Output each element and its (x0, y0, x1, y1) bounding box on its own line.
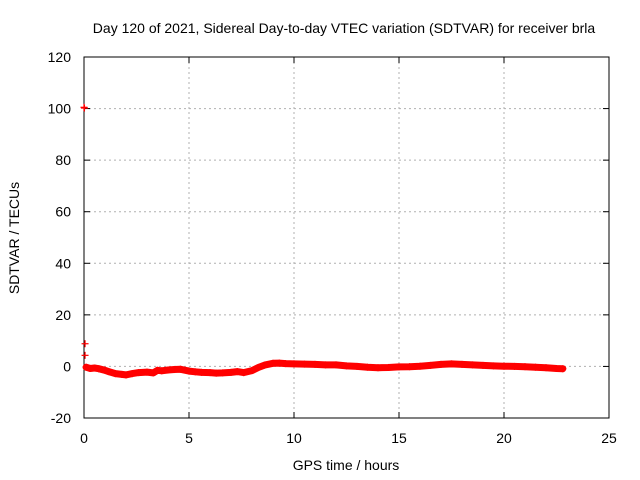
data-point (458, 360, 466, 368)
data-point (559, 365, 567, 373)
series-sdtvar (80, 103, 567, 379)
data-point (542, 364, 550, 372)
data-point (185, 367, 193, 375)
data-point (521, 363, 529, 371)
data-point (254, 363, 262, 371)
data-point (112, 370, 119, 378)
x-tick-label: 5 (185, 430, 193, 446)
data-point (343, 362, 350, 370)
data-point (164, 366, 172, 374)
data-point (282, 360, 290, 368)
data-point (385, 363, 392, 371)
data-point (532, 363, 539, 371)
data-point (364, 363, 371, 371)
y-tick-labels: -20 0 20 40 60 80 100 120 (48, 49, 72, 426)
data-point (105, 368, 113, 376)
grid-lines (84, 57, 609, 418)
y-tick-label: 20 (55, 307, 71, 323)
data-point (479, 361, 487, 369)
data-point (311, 360, 319, 368)
data-point (322, 361, 329, 369)
data-point (170, 366, 178, 374)
data-point (81, 351, 89, 359)
x-tick-label: 10 (286, 430, 302, 446)
data-point (101, 366, 109, 374)
data-point (149, 369, 157, 377)
x-tick-labels: 0 5 10 15 20 25 (80, 430, 617, 446)
y-tick-label: 0 (63, 358, 71, 374)
data-point (275, 359, 283, 367)
data-point (301, 360, 308, 368)
data-point (374, 364, 382, 372)
data-point (416, 362, 424, 370)
data-point (427, 361, 434, 369)
data-point (128, 370, 136, 378)
x-tick-label: 0 (80, 430, 88, 446)
chart-title: Day 120 of 2021, Sidereal Day-to-day VTE… (93, 20, 596, 36)
data-point (219, 369, 227, 377)
y-tick-label: 100 (48, 101, 72, 117)
x-tick-label: 20 (496, 430, 512, 446)
data-point (122, 371, 130, 379)
data-point (233, 368, 241, 376)
y-axis-label: SDTVAR / TECUs (6, 182, 22, 294)
data-point (553, 364, 560, 372)
data-point (206, 369, 214, 377)
y-tick-label: -20 (51, 410, 71, 426)
data-point (332, 361, 340, 369)
data-point (290, 360, 298, 368)
data-point (81, 340, 89, 348)
data-point (448, 360, 455, 368)
data-point (158, 367, 166, 375)
data-point (135, 369, 143, 377)
data-point (191, 368, 199, 376)
data-point (198, 368, 206, 376)
x-tick-label: 15 (391, 430, 407, 446)
data-point (95, 365, 103, 373)
data-point (91, 364, 98, 372)
data-point (469, 361, 476, 369)
data-point (511, 362, 518, 370)
data-point (353, 362, 361, 370)
x-axis-label: GPS time / hours (293, 457, 400, 473)
data-point (227, 368, 235, 376)
data-point (490, 362, 497, 370)
data-point (80, 104, 88, 112)
data-point (82, 363, 90, 371)
data-point (395, 363, 403, 371)
data-point (261, 361, 269, 369)
data-point (240, 369, 248, 377)
data-point (143, 368, 151, 376)
y-tick-label: 40 (55, 255, 71, 271)
y-tick-label: 120 (48, 49, 72, 65)
data-point (177, 365, 185, 373)
y-tick-label: 60 (55, 204, 71, 220)
data-point (212, 369, 220, 377)
data-point (437, 360, 445, 368)
data-point (500, 362, 508, 370)
data-point (269, 359, 277, 367)
y-tick-label: 80 (55, 152, 71, 168)
data-point (248, 367, 256, 375)
x-tick-label: 25 (601, 430, 617, 446)
plot-frame (83, 56, 610, 419)
data-point (406, 363, 413, 371)
